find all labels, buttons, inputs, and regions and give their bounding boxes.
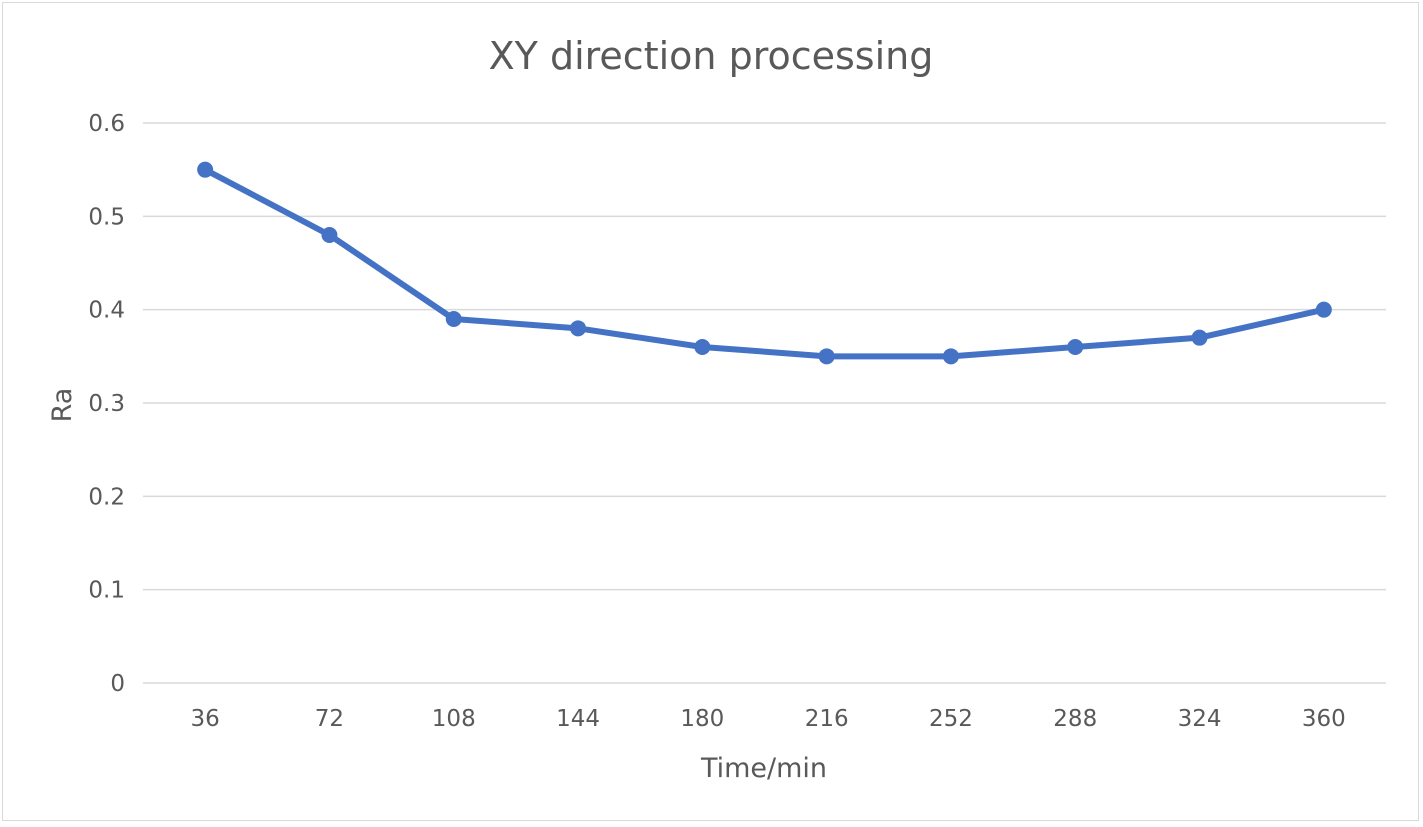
data-point [445,311,462,327]
x-tick-label: 216 [805,706,849,732]
x-tick-label: 288 [1053,706,1097,732]
series-layer [197,161,1332,365]
data-point [197,161,214,178]
x-tick-label: 252 [929,706,973,732]
y-axis-ticks: 0 0.1 0.2 0.3 0.4 0.5 0.6 [88,111,125,697]
series-line [202,166,1327,360]
data-point [321,227,338,243]
data-point [942,348,959,365]
data-point [1191,329,1208,346]
y-tick-label: 0.2 [88,484,125,510]
y-tick-label: 0.1 [88,578,125,604]
x-tick-label: 72 [315,706,344,732]
x-tick-label: 180 [680,706,724,732]
data-point [570,320,587,337]
y-tick-label: 0.5 [88,204,125,230]
x-tick-label: 324 [1178,706,1222,732]
data-point [1315,301,1332,318]
y-axis-title: Ra [47,388,78,423]
data-point [694,339,711,355]
x-tick-label: 36 [191,706,220,732]
x-tick-label: 108 [432,706,476,732]
y-tick-label: 0.4 [88,298,125,324]
x-tick-label: 360 [1302,706,1346,732]
x-tick-label: 144 [556,706,600,732]
y-tick-label: 0 [110,671,125,697]
x-axis-ticks: 36 72 108 144 180 216 252 288 324 360 [191,706,1346,732]
data-point [1067,339,1084,355]
data-point [818,348,835,365]
line-chart: XY direction processing 0 0.1 0.2 0.3 0.4 0.5… [47,34,1386,784]
gridlines [143,122,1386,684]
y-tick-label: 0.6 [88,111,125,137]
y-tick-label: 0.3 [88,391,125,417]
x-axis-title: Time/min [700,753,827,784]
chart-title: XY direction processing [489,34,934,78]
